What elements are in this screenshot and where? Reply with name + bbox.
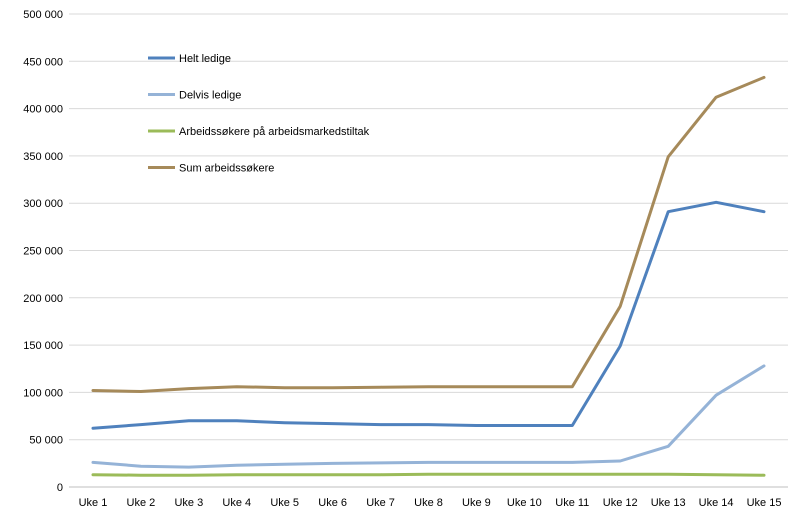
x-tick-label: Uke 11 <box>555 497 589 509</box>
x-tick-label: Uke 13 <box>651 497 686 509</box>
x-tick-label: Uke 5 <box>270 497 299 509</box>
series-line-0 <box>91 200 766 430</box>
x-tick-label: Uke 10 <box>507 497 542 509</box>
x-tick-label: Uke 9 <box>462 497 491 509</box>
x-tick-label: Uke 15 <box>747 497 782 509</box>
y-tick-label: 350 000 <box>23 151 63 163</box>
x-tick-label: Uke 4 <box>222 497 251 509</box>
x-tick-label: Uke 1 <box>79 497 108 509</box>
x-tick-label: Uke 7 <box>366 497 395 509</box>
series-line-3 <box>91 75 766 393</box>
y-tick-label: 100 000 <box>23 387 63 399</box>
y-tick-label: 300 000 <box>23 198 63 210</box>
x-tick-label: Uke 12 <box>603 497 638 509</box>
y-tick-label: 0 <box>57 482 63 494</box>
y-axis-tick-labels: 0 50 000 100 000 150 000 200 000 250 000 300 0… <box>23 9 63 494</box>
series-lines <box>91 75 766 477</box>
legend-label: Sum arbeidssøkere <box>179 163 274 175</box>
x-axis-tick-labels: Uke 1 Uke 2 Uke 3 Uke 4 Uke 5 Uke 6 Uke 7 Uke 8… <box>79 497 782 509</box>
y-tick-label: 450 000 <box>23 56 63 68</box>
y-tick-label: 500 000 <box>23 9 63 21</box>
legend-label: Helt ledige <box>179 53 231 65</box>
y-tick-label: 150 000 <box>23 340 63 352</box>
x-tick-label: Uke 6 <box>318 497 347 509</box>
x-tick-label: Uke 2 <box>127 497 156 509</box>
grid-lines <box>69 13 788 441</box>
x-tick-label: Uke 8 <box>414 497 443 509</box>
legend-label: Delvis ledige <box>179 90 241 102</box>
series-line-2 <box>91 472 766 477</box>
legend: Helt ledige Delvis ledige Arbeidssøkere på… <box>148 53 370 175</box>
legend-label: Arbeidssøkere på arbeidsmarkedstiltak <box>179 126 370 138</box>
y-tick-label: 250 000 <box>23 246 63 258</box>
x-tick-label: Uke 3 <box>174 497 203 509</box>
y-tick-label: 200 000 <box>23 293 63 305</box>
x-tick-label: Uke 14 <box>699 497 734 509</box>
y-tick-label: 400 000 <box>23 104 63 116</box>
y-tick-label: 50 000 <box>29 435 63 447</box>
series-line-1 <box>91 364 766 469</box>
